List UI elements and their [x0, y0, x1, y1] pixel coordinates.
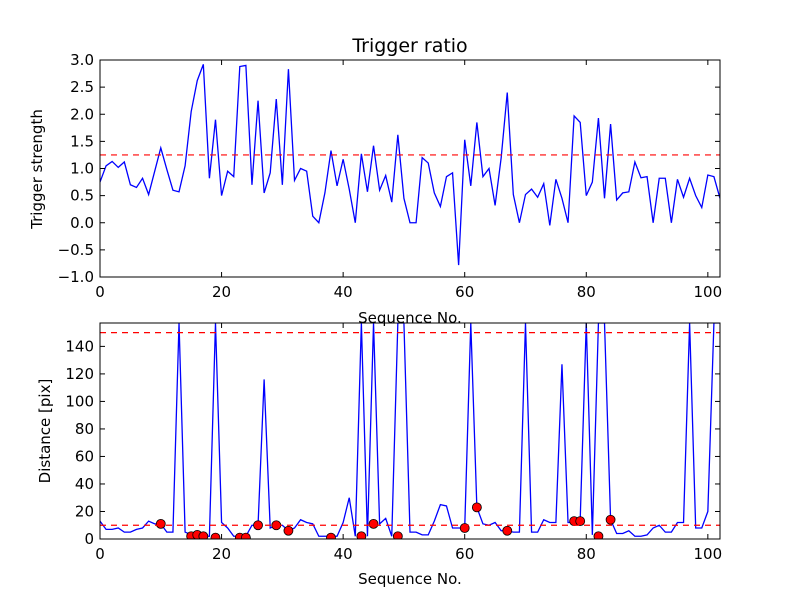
data-point-marker [605, 514, 616, 525]
data-point-marker [392, 531, 403, 539]
y-tick-label: 2.5 [70, 78, 94, 96]
x-tick-label: 100 [694, 283, 723, 301]
series-line [100, 64, 720, 266]
distance-chart: 0 20 40 60 80 100 0 20 40 60 80 100 120 140 Sequence … [36, 322, 723, 588]
y-tick-label: −0.5 [58, 241, 94, 259]
x-tick-label: 80 [577, 545, 596, 563]
y-tick-label: 120 [65, 365, 94, 383]
data-point-marker [368, 518, 379, 529]
y-tick-label: 20 [75, 502, 94, 520]
series-group [100, 323, 720, 539]
x-tick-label: 60 [455, 283, 474, 301]
x-tick-label: 100 [694, 545, 723, 563]
y-tick-label: 3.0 [70, 51, 94, 69]
data-point-marker [198, 531, 209, 539]
series-group [100, 64, 720, 266]
y-tick-label: 140 [65, 337, 94, 355]
data-point-marker [240, 532, 251, 539]
data-point-marker [471, 502, 482, 513]
y-tick-label: 0.0 [70, 214, 94, 232]
data-point-marker [283, 525, 294, 536]
axes-frame [99, 322, 721, 540]
x-tick-label: 40 [334, 283, 353, 301]
y-tick-label: 40 [75, 475, 94, 493]
data-point-marker [502, 525, 513, 536]
y-tick-label: 1.0 [70, 160, 94, 178]
data-point-marker [155, 518, 166, 529]
y-tick-label: −1.0 [58, 268, 94, 286]
y-tick-label: 2.0 [70, 105, 94, 123]
y-tick-label: 0 [84, 530, 94, 548]
y-tick-label: 60 [75, 447, 94, 465]
x-tick-label: 80 [577, 283, 596, 301]
trigger-ratio-plot-area: 0 20 40 60 80 100 −1.0 −0.5 0.0 0.5 1.0 1.5 2.0 2.5 3.… [58, 51, 723, 301]
chart-title: Trigger ratio [351, 35, 467, 57]
y-tick-label: 100 [65, 392, 94, 410]
y-tick-label: 0.5 [70, 187, 94, 205]
x-tick-label: 0 [95, 283, 105, 301]
data-point-marker [575, 516, 586, 527]
data-point-marker [593, 531, 604, 539]
x-tick-label: 40 [334, 545, 353, 563]
x-axis-label: Sequence No. [358, 570, 462, 588]
x-tick-label: 60 [455, 545, 474, 563]
data-point-marker [210, 532, 221, 539]
y-axis-label: Trigger strength [28, 109, 46, 230]
distance-plot-area: 0 20 40 60 80 100 0 20 40 60 80 100 120 140 [65, 322, 723, 563]
y-tick-label: 1.5 [70, 132, 94, 150]
y-axis-label: Distance [pix] [36, 379, 54, 484]
data-point-marker [356, 531, 367, 539]
trigger-ratio-chart: Trigger ratio 0 20 40 60 80 100 −1.0 −0.5 0.0 0.5… [28, 35, 722, 327]
x-tick-label: 20 [212, 283, 231, 301]
x-tick-label: 0 [95, 545, 105, 563]
data-point-marker [326, 532, 336, 539]
y-tick-label: 80 [75, 420, 94, 438]
x-tick-label: 20 [212, 545, 231, 563]
